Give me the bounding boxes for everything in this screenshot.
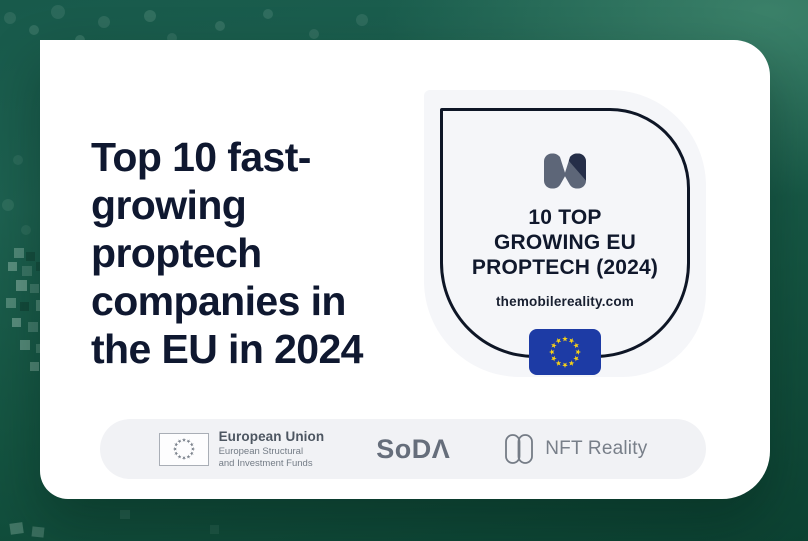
title-line: companies in <box>91 278 346 325</box>
page-title: Top 10 fast- growing proptech companies … <box>91 133 431 373</box>
badge-border-frame: 10 TOP GROWING EU PROPTECH (2024) themob… <box>440 108 690 375</box>
award-title: 10 TOP GROWING EU PROPTECH (2024) <box>443 205 687 280</box>
award-title-line: GROWING EU <box>494 231 636 254</box>
title-line: proptech <box>91 230 262 277</box>
title-line: the EU in 2024 <box>91 326 363 373</box>
title-line: Top 10 fast- <box>91 134 311 181</box>
eu-flag-grayscale-icon <box>158 432 209 466</box>
mobile-reality-m-logo-icon <box>544 153 586 189</box>
title-line: growing <box>91 182 247 229</box>
eu-stars-circle-icon <box>549 336 581 368</box>
eu-subtitle: European Structural and Investment Funds <box>218 446 313 469</box>
partner-european-union-logo: European Union European Structural and I… <box>158 429 325 469</box>
partner-nft-reality-logo: NFT Reality <box>502 432 647 466</box>
eu-logo-text: European Union European Structural and I… <box>219 429 325 469</box>
award-title-line: PROPTECH (2024) <box>471 256 659 279</box>
website-url: themobilereality.com <box>495 294 635 309</box>
partner-soda-logo: SoDΛ <box>376 433 451 464</box>
award-title-line: 10 TOP <box>528 206 602 229</box>
award-badge: 10 TOP GROWING EU PROPTECH (2024) themob… <box>424 90 706 377</box>
partners-bar: European Union European Structural and I… <box>100 419 706 479</box>
eu-name: European Union <box>218 429 325 444</box>
eu-flag <box>529 329 601 375</box>
eu-stars-circle-gray-icon <box>172 437 195 461</box>
nft-reality-label: NFT Reality <box>545 438 648 459</box>
nft-reality-double-capsule-icon <box>505 434 534 464</box>
hero-card: Top 10 fast- growing proptech companies … <box>40 40 770 499</box>
